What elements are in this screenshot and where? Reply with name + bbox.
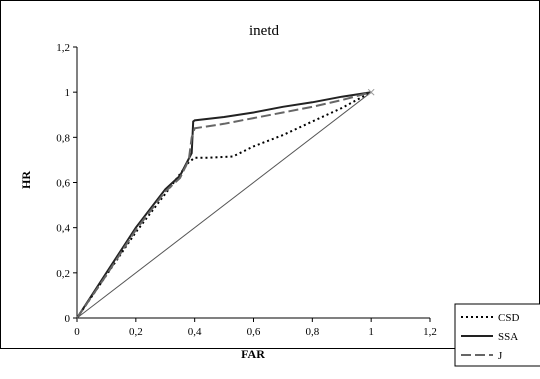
x-tick-label: 0,8	[305, 326, 319, 338]
y-tick-label: 0,4	[56, 223, 70, 235]
x-tick-label: 1	[368, 326, 374, 338]
legend-label-j: J	[498, 350, 503, 362]
axes: 0 0,2 0,4 0,6 0,8 1 1,2 0 0,2 0,4 0,6 0,8 1 1,2	[56, 42, 437, 338]
series-line-ssa	[76, 91, 372, 319]
x-tick-label: 0,6	[247, 326, 261, 338]
x-tick-label: 0	[74, 326, 80, 338]
legend: CSD SSA J	[454, 303, 540, 367]
x-tick-label: 1,2	[423, 326, 437, 338]
legend-label-csd: CSD	[498, 312, 519, 324]
plot-lines	[76, 88, 375, 319]
legend-label-ssa: SSA	[498, 331, 518, 343]
y-tick-label: 1	[65, 87, 71, 99]
x-tick-label: 0,2	[129, 326, 143, 338]
y-tick-label: 0	[65, 313, 71, 325]
series-line-diagonal	[76, 91, 372, 319]
y-tick-label: 0,8	[56, 132, 70, 144]
chart-title: inetd	[249, 23, 279, 39]
y-tick-label: 1,2	[56, 42, 70, 54]
y-tick-label: 0,6	[56, 178, 70, 190]
series-line-j	[76, 91, 372, 319]
endpoint-marker	[367, 88, 375, 96]
y-axis-label: HR	[19, 171, 33, 189]
y-tick-label: 0,2	[56, 268, 70, 280]
chart-area	[0, 0, 540, 349]
x-tick-label: 0,4	[188, 326, 202, 338]
x-axis-label: FAR	[241, 347, 265, 361]
